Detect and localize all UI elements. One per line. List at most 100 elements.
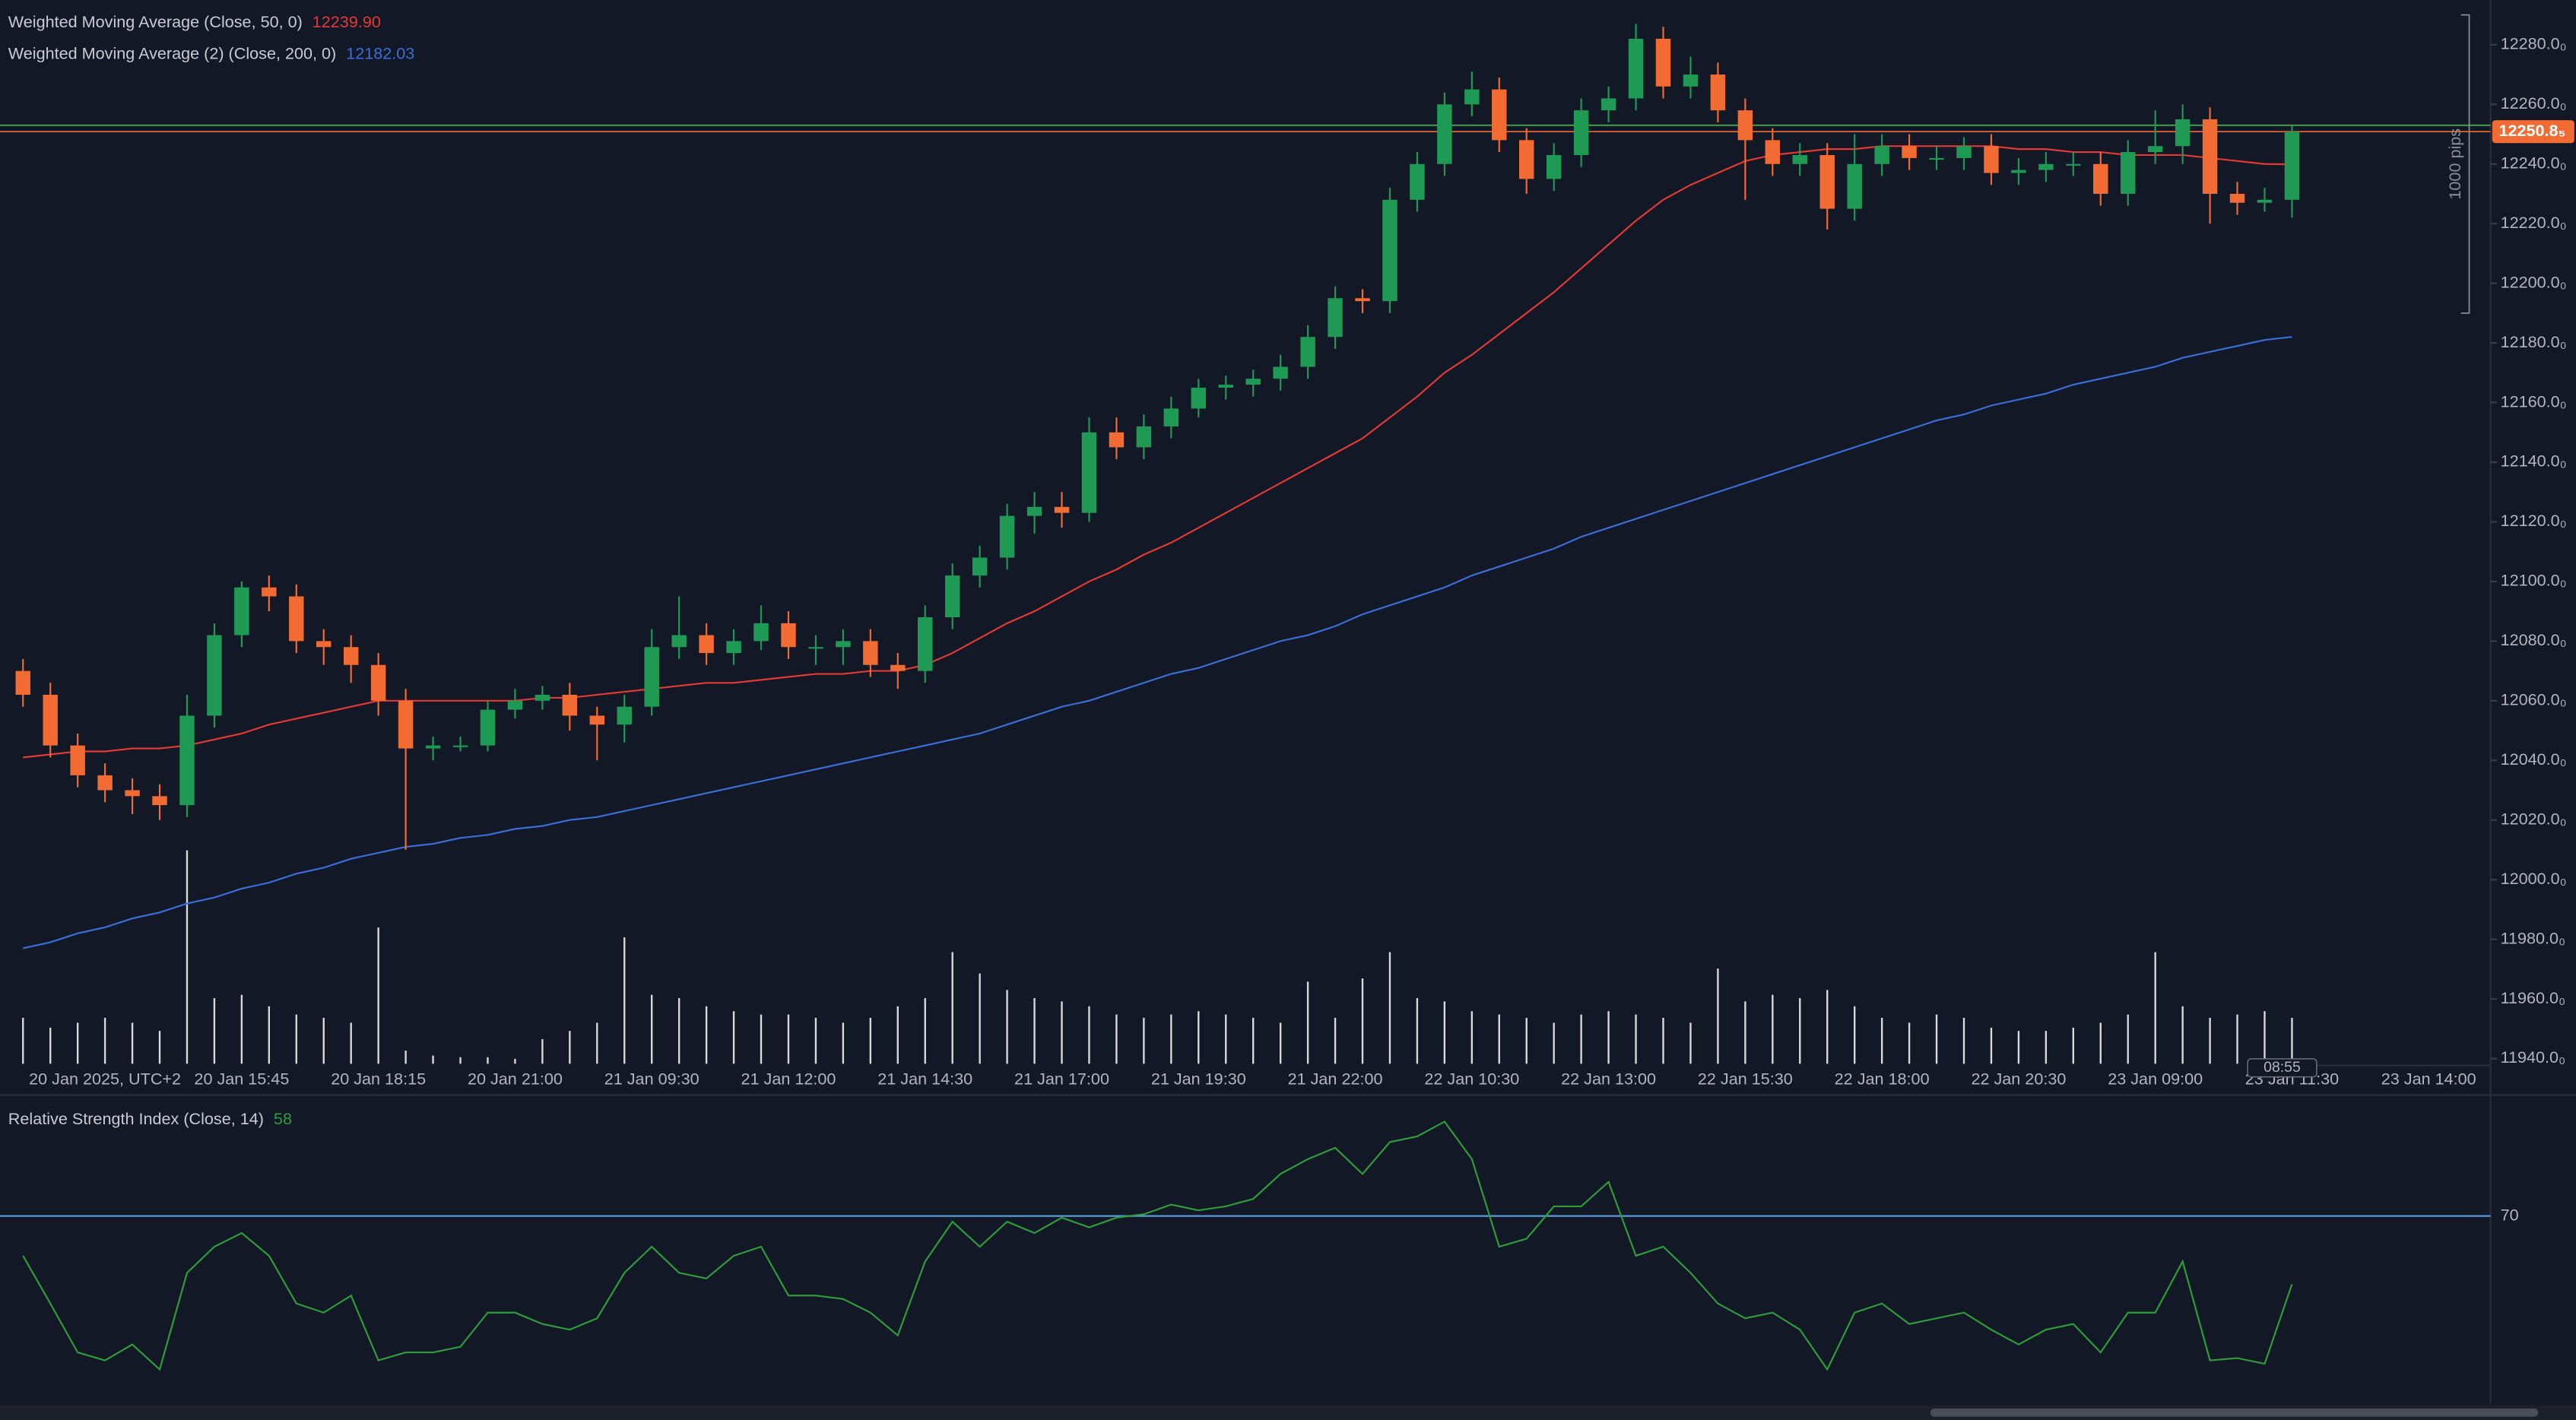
candle-body <box>2284 132 2300 200</box>
y-tick-label: 12060.0₀ <box>2501 690 2567 709</box>
candle-body <box>398 700 414 749</box>
candle-body <box>2257 199 2273 203</box>
legend-entry: Weighted Moving Average (Close, 50, 0) 12… <box>8 12 381 31</box>
candle-body <box>699 635 714 654</box>
y-tick-label: 12240.0₀ <box>2501 153 2567 172</box>
candle-body <box>2011 170 2026 173</box>
y-tick-label: 12040.0₀ <box>2501 750 2567 769</box>
last-price-badge <box>2492 120 2574 144</box>
y-tick-label: 12080.0₀ <box>2501 630 2567 649</box>
candle-body <box>562 694 578 716</box>
candle-body <box>2175 119 2191 147</box>
legend-name: Weighted Moving Average (2) (Close, 200,… <box>8 43 336 62</box>
y-tick-label: 12140.0₀ <box>2501 452 2567 471</box>
candle-body <box>1929 157 1944 160</box>
y-tick-label: 11940.0₀ <box>2501 1048 2565 1067</box>
x-tick-label: 21 Jan 14:30 <box>877 1070 972 1089</box>
y-tick-label: 12120.0₀ <box>2501 511 2567 530</box>
candle-body <box>1573 110 1589 155</box>
candle-body <box>836 641 851 648</box>
candle-body <box>1410 163 1425 200</box>
x-tick-label: 21 Jan 19:30 <box>1151 1070 1246 1089</box>
scrollbar-track[interactable] <box>0 1405 2576 1420</box>
candle-body <box>1245 379 1261 385</box>
candle-body <box>2093 163 2108 194</box>
candle-body <box>97 775 113 791</box>
last-price-label: 12250.8₅ <box>2498 121 2565 140</box>
y-tick-label: 12280.0₀ <box>2501 34 2567 53</box>
candle-body <box>1519 140 1534 179</box>
candle-body <box>781 623 796 648</box>
x-tick-label: 21 Jan 17:00 <box>1014 1070 1109 1089</box>
candle-body <box>1655 38 1671 87</box>
candle-body <box>863 641 878 665</box>
x-tick-label: 21 Jan 12:00 <box>741 1070 836 1089</box>
candle-body <box>1710 74 1726 111</box>
countdown-label: 08:55 <box>2264 1059 2301 1076</box>
candle-body <box>316 641 332 648</box>
candle-body <box>1492 89 1507 141</box>
candle-body <box>1328 298 1343 338</box>
candle-body <box>2202 119 2218 194</box>
candle-body <box>726 641 741 654</box>
candle-body <box>999 515 1015 558</box>
y-tick-label: 12020.0₀ <box>2501 809 2567 828</box>
candle-body <box>1902 146 1917 158</box>
candle-body <box>644 647 659 707</box>
x-tick-label: 21 Jan 09:30 <box>604 1070 700 1089</box>
candle-body <box>1874 146 1889 164</box>
candle-body <box>125 790 140 797</box>
y-tick-label: 12000.0₀ <box>2501 869 2567 888</box>
candle-body <box>2121 152 2136 194</box>
candle-body <box>2038 163 2054 170</box>
y-tick-label: 11980.0₀ <box>2501 928 2565 947</box>
candle-body <box>1273 366 1288 379</box>
x-tick-label: 23 Jan 14:00 <box>2381 1070 2476 1089</box>
y-tick-label: 11960.0₀ <box>2501 988 2565 1007</box>
candle-body <box>507 700 523 710</box>
candle-body <box>1218 385 1233 388</box>
y-tick-label: 12100.0₀ <box>2501 571 2567 590</box>
candle-body <box>43 694 58 746</box>
candle-body <box>480 709 496 746</box>
candle-body <box>1136 426 1152 448</box>
x-tick-label: 22 Jan 15:30 <box>1698 1070 1793 1089</box>
candle-body <box>671 635 687 648</box>
candle-body <box>753 623 769 642</box>
candle-body <box>1054 506 1070 513</box>
candle-body <box>617 706 632 725</box>
y-tick-label: 12180.0₀ <box>2501 332 2567 351</box>
candle-body <box>1600 98 1616 111</box>
candle-body <box>1355 298 1370 302</box>
rsi-tick-label: 70 <box>2501 1205 2519 1224</box>
candle-body <box>1437 104 1452 164</box>
x-tick-label: 22 Jan 20:30 <box>1971 1070 2066 1089</box>
moving-average-line <box>23 336 2292 949</box>
countdown-box <box>2247 1058 2317 1078</box>
candle-body <box>972 557 988 576</box>
scrollbar-thumb[interactable] <box>1930 1408 2539 1417</box>
candle-body <box>1956 146 1972 158</box>
candle-body <box>535 694 550 701</box>
x-tick-label: 22 Jan 13:00 <box>1561 1070 1656 1089</box>
candle-body <box>1792 154 1808 164</box>
candle-body <box>152 796 167 806</box>
candle-body <box>1464 89 1480 105</box>
y-tick-label: 12220.0₀ <box>2501 213 2567 232</box>
candle-body <box>2229 193 2245 203</box>
candle-body <box>1683 74 1699 87</box>
candle-body <box>207 635 222 716</box>
x-tick-label: 23 Jan 09:00 <box>2108 1070 2203 1089</box>
candle-body <box>1300 337 1315 367</box>
candle-body <box>2147 146 2163 153</box>
legend-entry: Weighted Moving Average (2) (Close, 200,… <box>8 43 414 62</box>
measure-bracket <box>2460 14 2470 314</box>
y-tick-label: 12160.0₀ <box>2501 391 2567 410</box>
candle-body <box>944 575 960 617</box>
candle-body <box>1163 408 1179 426</box>
candle-body <box>2066 163 2081 166</box>
candle-body <box>1984 146 1999 173</box>
